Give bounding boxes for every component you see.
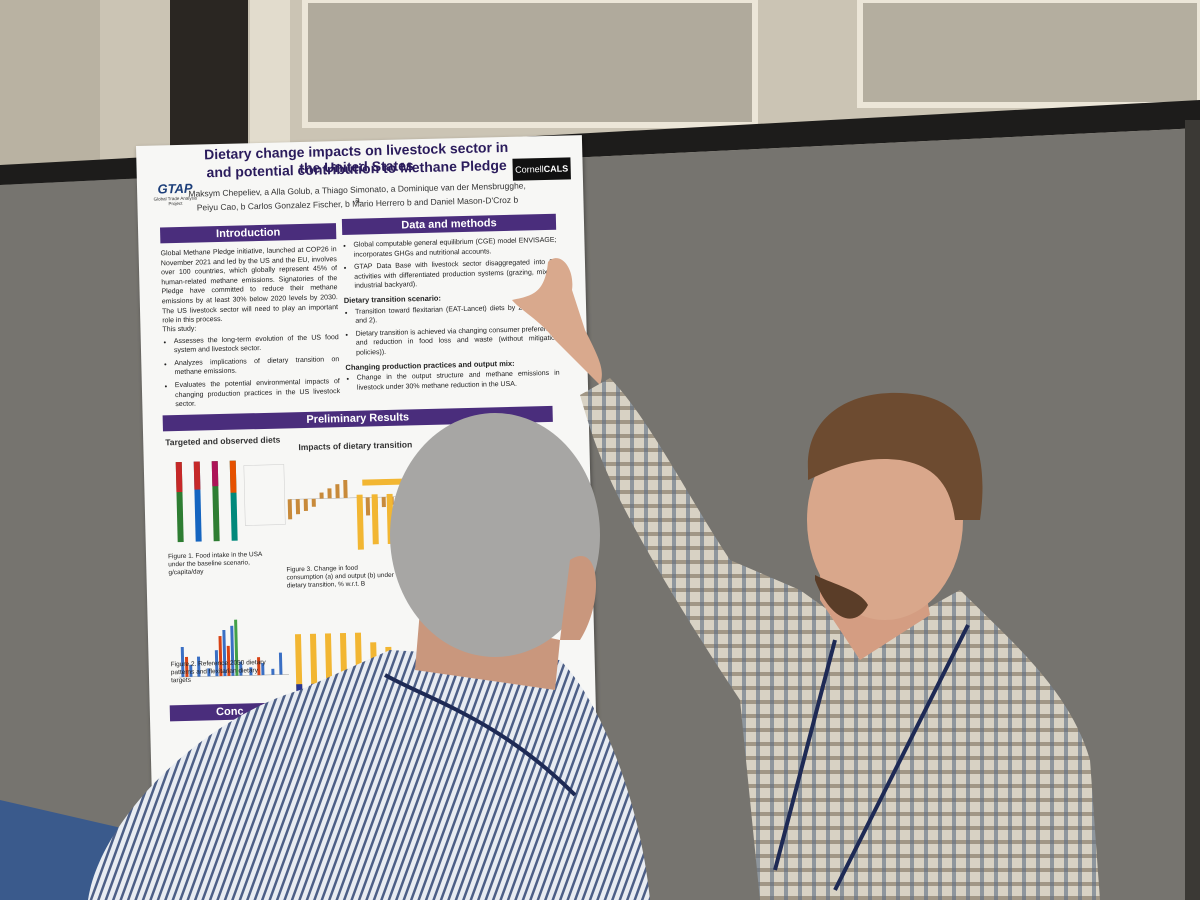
figure-bar [193, 461, 201, 490]
beard [815, 575, 868, 619]
figure-bars [184, 636, 261, 677]
figure-1 [175, 460, 286, 543]
wall-panel [857, 0, 1200, 108]
lanyard [384, 673, 577, 797]
face [807, 420, 963, 620]
figure-bars [294, 632, 393, 695]
presenter [512, 258, 1100, 900]
figure-bars [356, 478, 423, 550]
figure-bar [175, 461, 183, 493]
hand [512, 258, 602, 385]
visitor [88, 413, 650, 900]
figure-bar [211, 461, 219, 487]
gray-hair [390, 413, 600, 657]
poster: GTAP Global Trade Analysis Project Corne… [136, 135, 599, 810]
striped-shirt [88, 650, 650, 900]
plaid-shirt [580, 378, 1100, 900]
wall-panel [0, 0, 100, 165]
board-edge [1185, 120, 1200, 900]
trim [250, 0, 290, 150]
figure-bars [234, 619, 239, 676]
wall-panel [302, 0, 758, 128]
hair [807, 392, 983, 520]
figure-3 [287, 478, 423, 550]
figure-bars [180, 625, 283, 678]
figure-bars [287, 479, 348, 520]
figure-bar [229, 460, 237, 493]
doorway [170, 0, 248, 160]
figure-legend [243, 464, 286, 526]
lanyard [773, 624, 970, 891]
ear [560, 556, 597, 640]
figures [175, 460, 423, 695]
